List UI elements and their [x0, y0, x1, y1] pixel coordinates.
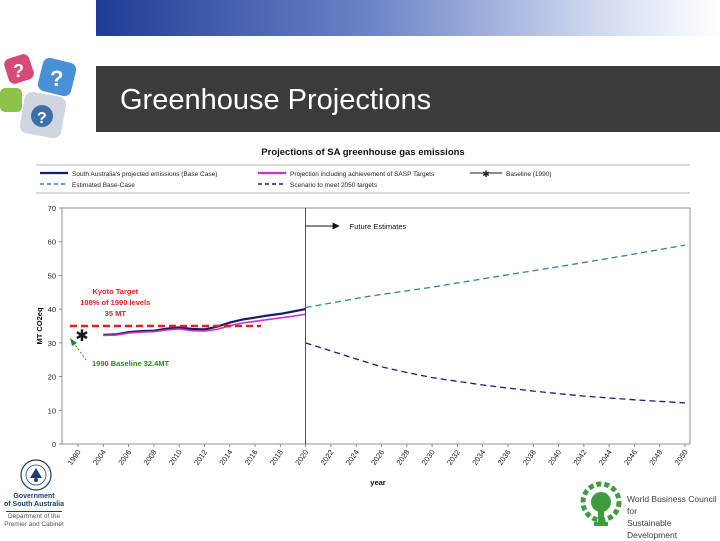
future-arrowhead: [332, 222, 340, 230]
y-axis-label: MT CO2eq: [35, 307, 44, 345]
y-tick-label: 40: [48, 305, 56, 314]
x-tick-label: 2034: [470, 448, 487, 467]
y-tick-label: 0: [52, 440, 56, 449]
government-logo-text: Government of South Australia Department…: [0, 493, 68, 529]
series-layer: ✱: [70, 244, 686, 404]
x-tick-label: 2008: [142, 448, 159, 467]
dept-line2: Premier and Cabinet: [4, 521, 64, 528]
government-crest-icon: [20, 459, 52, 491]
svg-text:?: ?: [37, 110, 47, 127]
slide-title: Greenhouse Projections: [120, 84, 432, 116]
x-tick-label: 2014: [217, 448, 234, 467]
x-axis-label: year: [370, 478, 386, 487]
wbcsd-logo-text: World Business Council for Sustainable D…: [627, 493, 720, 541]
wbcsd-leaf-icon: [580, 481, 622, 526]
x-tick-label: 2028: [394, 448, 411, 467]
kyoto-label-line3: 35 MT: [105, 309, 127, 318]
x-tick-label: 2010: [167, 448, 184, 467]
x-tick-label: 1990: [66, 448, 83, 467]
x-axis: 1990 2004 2006 2008 2010 2012 2014 2016 2018 2020…: [66, 444, 690, 467]
dept-line1: Department of the: [7, 513, 61, 520]
x-tick-label: 2020: [293, 448, 310, 467]
x-tick-label: 2048: [647, 448, 664, 467]
y-tick-label: 70: [48, 204, 56, 213]
chart-title: Projections of SA greenhouse gas emissio…: [261, 147, 464, 158]
svg-text:?: ?: [13, 61, 24, 81]
x-tick-label: 2004: [91, 448, 108, 467]
legend: South Australia's projected emissions (B…: [40, 170, 552, 189]
legend-label-actual: South Australia's projected emissions (B…: [72, 171, 217, 178]
wbcsd-line2: Sustainable Development: [627, 518, 678, 540]
y-tick-label: 20: [48, 373, 56, 382]
baseline-star-marker: ✱: [75, 326, 88, 345]
gov-line2: of South Australia: [3, 501, 65, 508]
future-estimates-label: Future Estimates: [350, 222, 407, 231]
x-tick-label: 2038: [521, 448, 538, 467]
plot-area: [61, 207, 691, 445]
y-axis: 0 10 20 30 40 50 60 70: [48, 204, 62, 449]
x-tick-label: 2006: [116, 448, 133, 467]
kyoto-label-line1: Kyoto Target: [92, 287, 138, 296]
x-tick-label: 2046: [622, 448, 639, 467]
x-tick-label: 2026: [369, 448, 386, 467]
legend-label-baseline: Baseline (1990): [506, 171, 552, 178]
y-tick-label: 60: [48, 238, 56, 247]
x-tick-label: 2050: [673, 448, 690, 467]
title-bar: [96, 66, 720, 132]
x-tick-label: 2016: [243, 448, 260, 467]
baseline-label: 1990 Baseline 32.4MT: [92, 359, 170, 368]
y-tick-label: 10: [48, 406, 56, 415]
series-line-sasp: [103, 313, 306, 337]
baseline-arrowhead: [70, 338, 77, 346]
series-line-est: [305, 244, 686, 309]
legend-label-scenario: Scenario to meet 2050 targets: [290, 182, 378, 189]
x-tick-label: 2042: [572, 448, 589, 467]
gov-line1: Government: [13, 493, 55, 500]
x-tick-label: 2036: [496, 448, 513, 467]
header-gradient-bar: [96, 0, 720, 36]
x-tick-label: 2018: [268, 448, 285, 467]
x-tick-label: 2012: [192, 448, 209, 467]
kyoto-label-line2: 108% of 1990 levels: [80, 298, 150, 307]
legend-label-sasp: Projection including achievement of SASP…: [290, 171, 435, 178]
svg-text:?: ?: [50, 66, 63, 91]
legend-star-icon: ✱: [482, 170, 490, 180]
x-tick-label: 2044: [597, 448, 614, 467]
series-line-scenario: [305, 342, 686, 404]
wbcsd-line1: World Business Council for: [627, 494, 717, 516]
x-tick-label: 2024: [344, 448, 361, 467]
x-tick-label: 2022: [319, 448, 336, 467]
x-tick-label: 2040: [546, 448, 563, 467]
question-mark-cubes-icon: ? ? ?: [0, 54, 77, 139]
y-tick-label: 30: [48, 339, 56, 348]
series-line-actual: [103, 308, 306, 336]
y-tick-label: 50: [48, 271, 56, 280]
legend-label-est: Estimated Base-Case: [72, 182, 135, 189]
x-tick-label: 2032: [445, 448, 462, 467]
x-tick-label: 2030: [420, 448, 437, 467]
